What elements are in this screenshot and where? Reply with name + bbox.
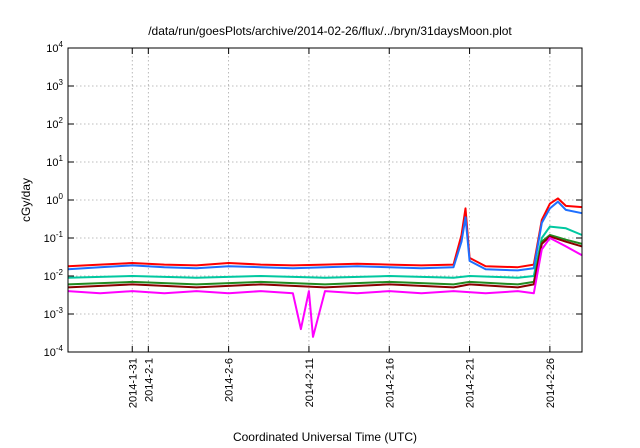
- series-line-1: [67, 197, 583, 269]
- y-tick-label: 102: [46, 116, 63, 131]
- series-line-5: [67, 235, 583, 289]
- series-line-2: [67, 200, 583, 272]
- series-line-6: [67, 237, 583, 338]
- x-tick-label: 2014-2-11: [304, 358, 316, 407]
- x-tick-label: 2014-2-16: [384, 358, 396, 408]
- y-axis-label: cGy/day: [19, 178, 33, 222]
- x-tick-label: 2014-2-1: [143, 358, 155, 402]
- y-tick-label: 104: [46, 40, 63, 55]
- x-tick-label: 2014-2-26: [545, 358, 557, 408]
- chart-title: /data/run/goesPlots/archive/2014-02-26/f…: [148, 24, 512, 38]
- y-axis: 10-4 10-3 10-2 10-1 100 101 102 103 104: [44, 40, 582, 359]
- y-tick-label: 10-3: [44, 306, 64, 321]
- x-tick-label: 2014-2-6: [224, 358, 236, 402]
- x-axis: 2014-1-31 2014-2-1 2014-2-6 2014-2-11 2014-2…: [127, 48, 557, 408]
- x-tick-label: 2014-1-31: [127, 358, 139, 408]
- y-tick-label: 10-2: [44, 268, 64, 283]
- y-tick-label: 10-1: [44, 230, 64, 245]
- series-layer: [67, 197, 583, 338]
- x-axis-label: Coordinated Universal Time (UTC): [233, 430, 417, 444]
- series-line-3: [67, 225, 583, 279]
- y-tick-label: 10-4: [44, 344, 64, 359]
- grid: [68, 48, 582, 352]
- y-tick-label: 100: [46, 192, 63, 207]
- y-tick-label: 103: [46, 78, 63, 93]
- series-line-4: [67, 234, 583, 286]
- x-tick-label: 2014-2-21: [465, 358, 477, 408]
- y-tick-label: 101: [46, 154, 63, 169]
